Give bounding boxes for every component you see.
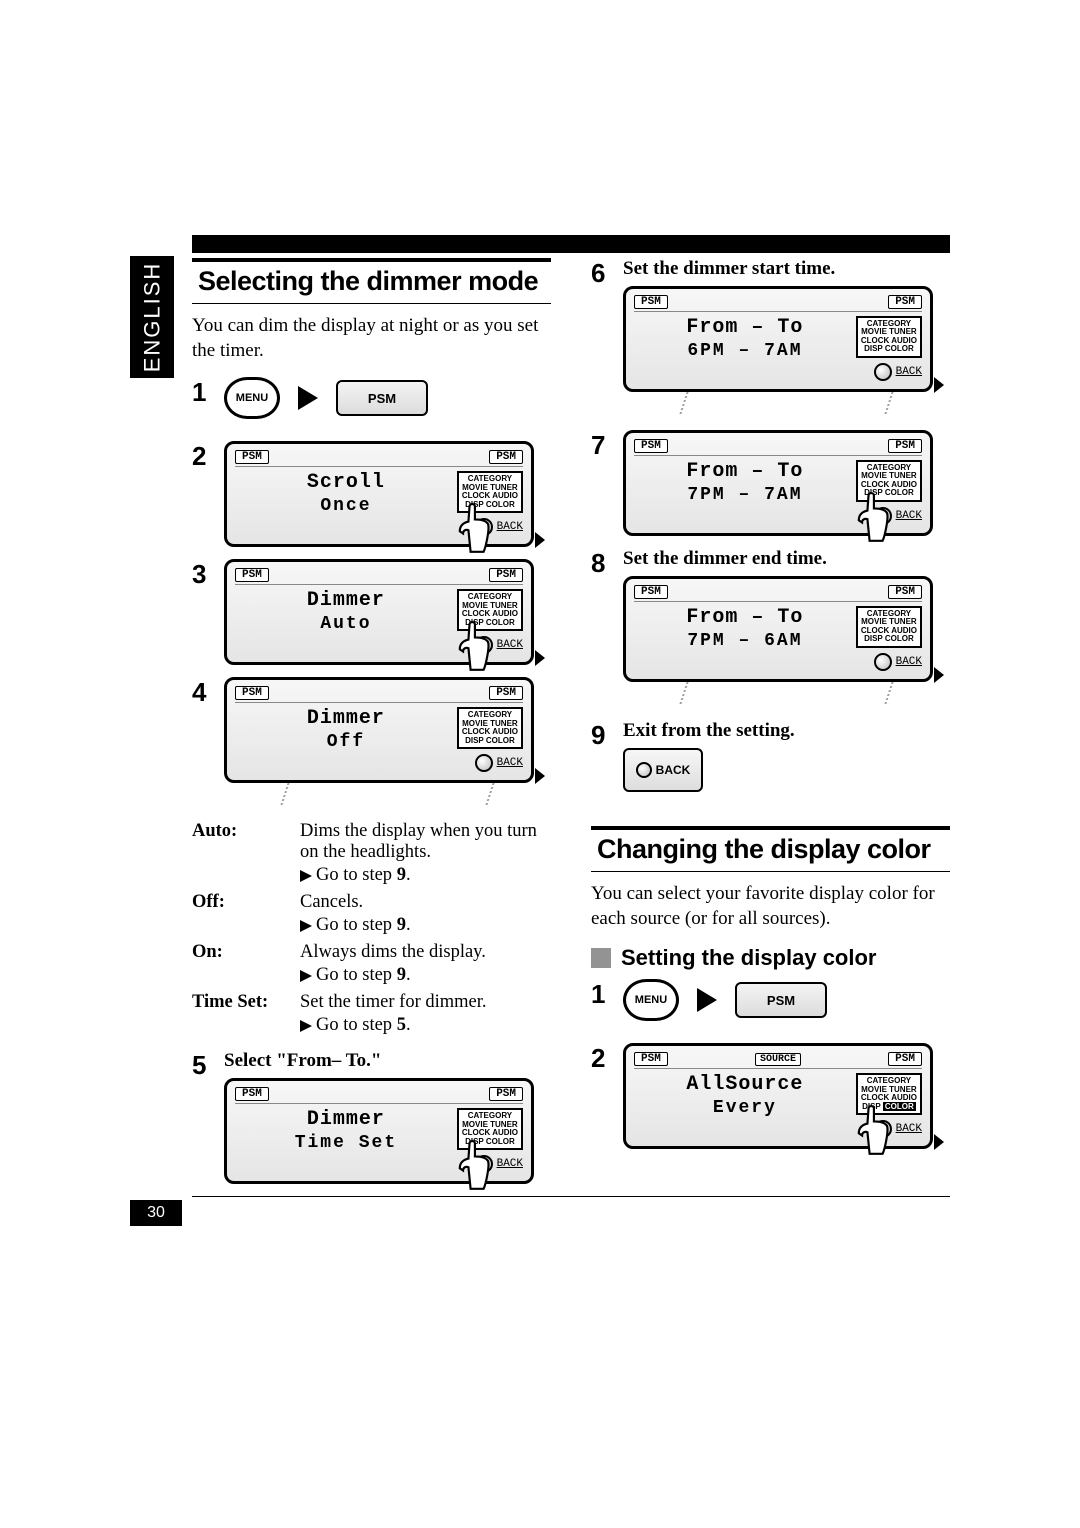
step-1: 1 MENU PSM: [192, 377, 551, 429]
lcd-screen: PSM SOURCE PSM AllSourceEvery CATEGORYMO…: [623, 1043, 933, 1149]
right-column: 6 Set the dimmer start time. PSMPSM From…: [591, 258, 950, 1196]
intro-text-2: You can select your favorite display col…: [591, 882, 950, 931]
section-heading-color: Changing the display color: [591, 826, 950, 872]
knob-icon: [636, 762, 652, 778]
psm-button[interactable]: PSM: [735, 982, 827, 1018]
arrow-right-icon: [298, 386, 318, 410]
arrow-right-icon: [697, 988, 717, 1012]
lcd-screen: PSMPSM Dimmer Auto CATEGORYMOVIE TUNERCL…: [224, 559, 534, 665]
step-4: 4 PSMPSM Dimmer Off CATEGORYMOVIE TUNERC…: [192, 677, 551, 809]
nav-arrow-icon: [535, 532, 545, 548]
definitions-table: Auto:Dims the display when you turn on t…: [192, 821, 551, 1036]
category-panel: CATEGORY MOVIE TUNER CLOCK AUDIO DISP CO…: [457, 471, 523, 513]
lcd-screen: PSMPSM From – To7PM – 7AM CATEGORYMOVIE …: [623, 430, 933, 536]
menu-button[interactable]: MENU: [623, 979, 679, 1021]
subsection-heading: Setting the display color: [591, 945, 950, 971]
square-bullet-icon: [591, 948, 611, 968]
step-3: 3 PSMPSM Dimmer Auto CATEGORYMOVIE TUNER…: [192, 559, 551, 665]
menu-button[interactable]: MENU: [224, 377, 280, 419]
lcd-screen: PSMPSM From – To7PM – 6AM CATEGORYMOVIE …: [623, 576, 933, 682]
step-2: 2 PSM PSM Scroll Once: [192, 441, 551, 547]
page-content: Selecting the dimmer mode You can dim th…: [192, 258, 950, 1196]
header-bar: [192, 235, 950, 253]
section-heading-dimmer: Selecting the dimmer mode: [192, 258, 551, 304]
back-button[interactable]: BACK: [623, 748, 703, 792]
step-8: 8 Set the dimmer end time. PSMPSM From –…: [591, 548, 950, 708]
intro-text: You can dim the display at night or as y…: [192, 314, 551, 363]
left-column: Selecting the dimmer mode You can dim th…: [192, 258, 551, 1196]
lcd-screen: PSMPSM Dimmer Off CATEGORYMOVIE TUNERCLO…: [224, 677, 534, 783]
dotted-hint-lines: [280, 783, 494, 805]
footer-rule: [192, 1196, 950, 1197]
step-c2: 2 PSM SOURCE PSM AllSourceEvery CATEGORY…: [591, 1043, 950, 1149]
step-9: 9 Exit from the setting. BACK: [591, 720, 950, 792]
lcd-screen: PSM PSM Scroll Once CATEGORY MOVIE TUNE: [224, 441, 534, 547]
psm-button[interactable]: PSM: [336, 380, 428, 416]
step-6: 6 Set the dimmer start time. PSMPSM From…: [591, 258, 950, 418]
lcd-screen: PSMPSM From – To6PM – 7AM CATEGORYMOVIE …: [623, 286, 933, 392]
language-tab: ENGLISH: [130, 256, 174, 378]
page-number: 30: [130, 1200, 182, 1226]
lcd-screen: PSMPSM Dimmer Time Set CATEGORYMOVIE TUN…: [224, 1078, 534, 1184]
step-c1: 1 MENU PSM: [591, 979, 950, 1031]
step-7: 7 PSMPSM From – To7PM – 7AM CATEGORYMOVI…: [591, 430, 950, 536]
step-5: 5 Select "From– To." PSMPSM Dimmer Time …: [192, 1050, 551, 1184]
knob-icon: [475, 518, 493, 536]
